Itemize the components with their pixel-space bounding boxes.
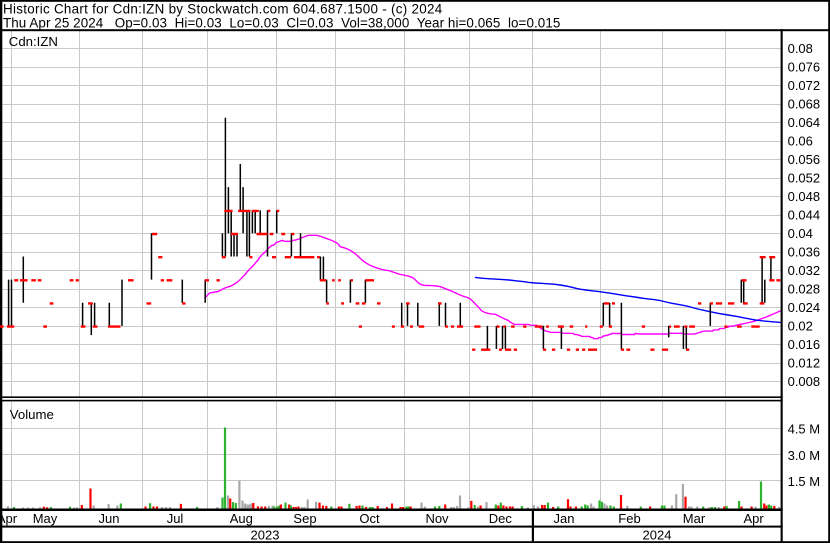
- svg-text:0.08: 0.08: [788, 41, 813, 56]
- svg-text:0.044: 0.044: [788, 208, 821, 223]
- svg-text:May: May: [33, 511, 58, 526]
- svg-text:0.072: 0.072: [788, 78, 821, 93]
- svg-text:0.008: 0.008: [788, 374, 821, 389]
- svg-text:4.5 M: 4.5 M: [788, 422, 821, 437]
- svg-text:Dec: Dec: [489, 511, 513, 526]
- svg-text:0.056: 0.056: [788, 152, 821, 167]
- svg-text:0.02: 0.02: [788, 319, 813, 334]
- svg-text:0.076: 0.076: [788, 60, 821, 75]
- svg-text:0.06: 0.06: [788, 134, 813, 149]
- svg-text:Thu Apr 25 2024 Op=0.03 Hi=: Thu Apr 25 2024 Op=0.03 Hi=0.03 Lo=0.03 …: [3, 15, 560, 30]
- svg-text:0.068: 0.068: [788, 97, 821, 112]
- svg-text:Mar: Mar: [683, 511, 706, 526]
- svg-text:0.012: 0.012: [788, 356, 821, 371]
- svg-text:Volume: Volume: [10, 407, 54, 422]
- svg-text:0.04: 0.04: [788, 226, 813, 241]
- svg-text:Aug: Aug: [230, 511, 253, 526]
- svg-text:0.052: 0.052: [788, 171, 821, 186]
- svg-text:0.036: 0.036: [788, 245, 821, 260]
- svg-text:0.028: 0.028: [788, 282, 821, 297]
- svg-text:Jun: Jun: [99, 511, 120, 526]
- svg-text:0.016: 0.016: [788, 337, 821, 352]
- svg-text:Jan: Jan: [554, 511, 575, 526]
- svg-text:Apr: Apr: [0, 511, 18, 526]
- svg-text:0.024: 0.024: [788, 300, 821, 315]
- svg-text:0.032: 0.032: [788, 263, 821, 278]
- svg-text:2023: 2023: [251, 528, 280, 543]
- svg-text:Sep: Sep: [293, 511, 316, 526]
- svg-text:0.048: 0.048: [788, 189, 821, 204]
- svg-text:Historic Chart for Cdn:IZN by: Historic Chart for Cdn:IZN by Stockwatch…: [3, 2, 443, 17]
- svg-text:Jul: Jul: [167, 511, 184, 526]
- svg-text:Oct: Oct: [359, 511, 380, 526]
- svg-text:Nov: Nov: [425, 511, 449, 526]
- svg-text:1.5 M: 1.5 M: [788, 474, 821, 489]
- svg-text:Apr: Apr: [743, 511, 764, 526]
- svg-text:Cdn:IZN: Cdn:IZN: [9, 34, 58, 49]
- svg-text:0.064: 0.064: [788, 115, 821, 130]
- svg-text:2024: 2024: [643, 528, 672, 543]
- svg-text:Feb: Feb: [618, 511, 640, 526]
- svg-text:3.0 M: 3.0 M: [788, 448, 821, 463]
